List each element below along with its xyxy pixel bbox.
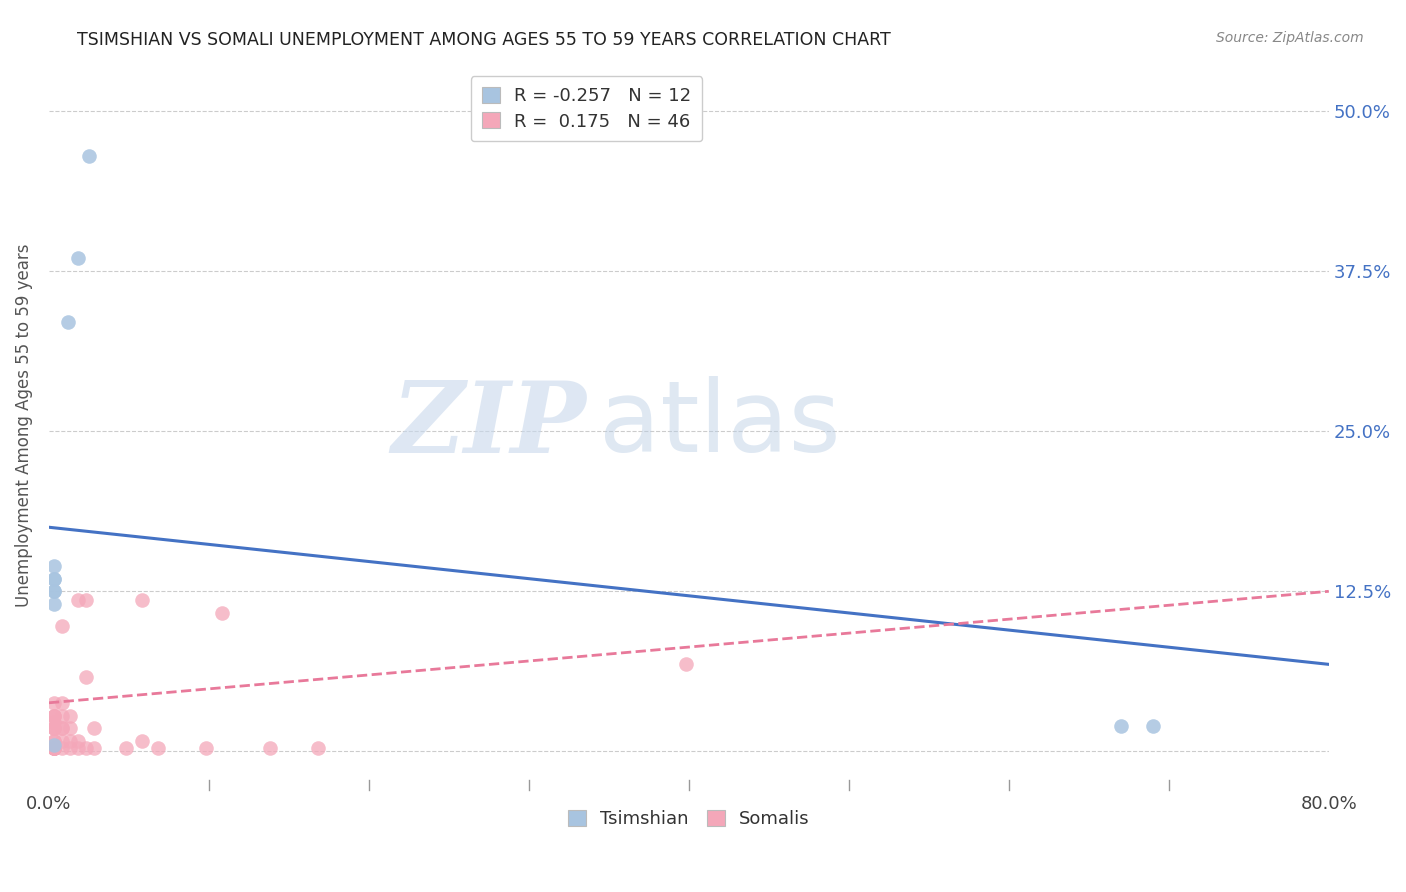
Y-axis label: Unemployment Among Ages 55 to 59 years: Unemployment Among Ages 55 to 59 years <box>15 243 32 607</box>
Point <box>75 670 97 684</box>
Point <box>42 708 65 723</box>
Point <box>51 722 73 736</box>
Point <box>51 740 73 755</box>
Point <box>42 734 65 748</box>
Point <box>42 734 65 748</box>
Point <box>59 734 82 748</box>
Point <box>66 734 89 748</box>
Point <box>114 740 136 755</box>
Point <box>66 251 89 265</box>
Text: Source: ZipAtlas.com: Source: ZipAtlas.com <box>1216 31 1364 45</box>
Point <box>42 740 65 755</box>
Point <box>211 606 233 620</box>
Point <box>59 722 82 736</box>
Point <box>83 740 105 755</box>
Point <box>1109 719 1132 733</box>
Point <box>51 722 73 736</box>
Point <box>51 708 73 723</box>
Point <box>42 740 65 755</box>
Point <box>51 619 73 633</box>
Point <box>42 708 65 723</box>
Point <box>42 740 65 755</box>
Text: TSIMSHIAN VS SOMALI UNEMPLOYMENT AMONG AGES 55 TO 59 YEARS CORRELATION CHART: TSIMSHIAN VS SOMALI UNEMPLOYMENT AMONG A… <box>77 31 891 49</box>
Point <box>77 149 100 163</box>
Point <box>56 315 79 329</box>
Point <box>83 722 105 736</box>
Text: ZIP: ZIP <box>391 376 586 473</box>
Point <box>51 734 73 748</box>
Point <box>307 740 329 755</box>
Point <box>42 597 65 611</box>
Point <box>146 740 169 755</box>
Point <box>42 722 65 736</box>
Point <box>51 696 73 710</box>
Point <box>42 696 65 710</box>
Point <box>42 708 65 723</box>
Point <box>42 740 65 755</box>
Point <box>75 593 97 607</box>
Point <box>42 722 65 736</box>
Point <box>42 740 65 755</box>
Point <box>1142 719 1164 733</box>
Point <box>66 593 89 607</box>
Point <box>131 734 153 748</box>
Point <box>675 657 697 672</box>
Point <box>42 740 65 755</box>
Point <box>42 584 65 599</box>
Legend: Tsimshian, Somalis: Tsimshian, Somalis <box>561 803 817 836</box>
Point <box>42 572 65 586</box>
Point <box>194 740 217 755</box>
Point <box>42 722 65 736</box>
Point <box>59 708 82 723</box>
Point <box>259 740 281 755</box>
Point <box>42 740 65 755</box>
Point <box>42 740 65 755</box>
Point <box>75 740 97 755</box>
Text: atlas: atlas <box>599 376 841 474</box>
Point <box>131 593 153 607</box>
Point <box>66 740 89 755</box>
Point <box>42 558 65 573</box>
Point <box>42 714 65 729</box>
Point <box>42 584 65 599</box>
Point <box>59 740 82 755</box>
Point <box>42 572 65 586</box>
Point <box>42 738 65 752</box>
